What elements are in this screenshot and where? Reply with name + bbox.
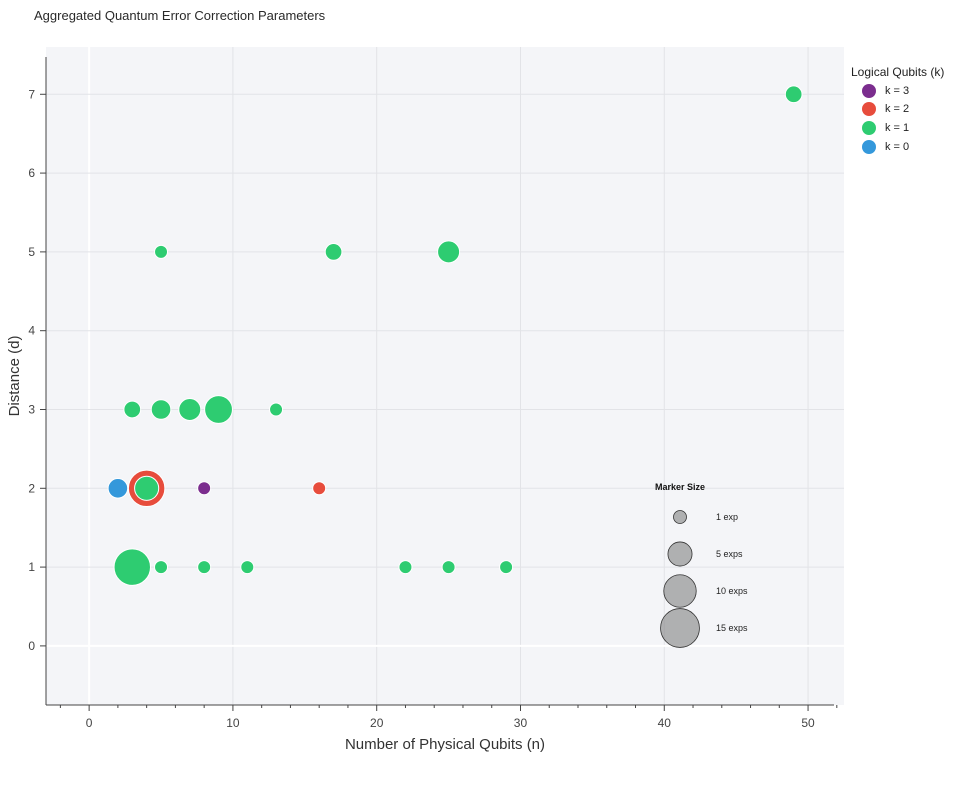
legend-item-k0[interactable]: k = 0 (862, 139, 909, 155)
data-point (197, 481, 212, 496)
y-tick-label: 2 (28, 481, 35, 495)
size-legend-marker (673, 510, 687, 524)
legend-label: k = 2 (885, 103, 910, 115)
legend-label: k = 3 (885, 85, 910, 97)
y-tick-label: 7 (28, 87, 35, 101)
x-tick-label: 40 (658, 716, 672, 730)
legend-item-k2[interactable]: k = 2 (862, 101, 909, 117)
y-tick-label: 0 (28, 639, 35, 653)
data-point (204, 395, 233, 424)
y-axis-label: Distance (d) (6, 336, 23, 417)
y-tick-label: 3 (28, 402, 35, 416)
legend-swatch (862, 121, 876, 135)
data-point (113, 548, 151, 586)
size-legend-label: 10 exps (716, 586, 748, 596)
x-tick-label: 10 (226, 716, 240, 730)
data-point (134, 475, 160, 501)
plot-area (46, 47, 844, 705)
data-point (197, 560, 212, 575)
data-point (398, 560, 413, 575)
legend-item-k1[interactable]: k = 1 (862, 120, 909, 136)
data-point (324, 243, 343, 261)
legend-label: k = 0 (885, 141, 910, 153)
data-point (154, 244, 169, 259)
data-point (441, 560, 456, 575)
data-point (154, 560, 169, 575)
size-legend-marker (667, 541, 693, 567)
data-point (150, 399, 172, 420)
data-point (269, 402, 284, 417)
legend-item-k3[interactable]: k = 3 (862, 83, 909, 99)
size-legend-marker (660, 608, 700, 648)
data-point (784, 85, 803, 104)
legend-title: Logical Qubits (k) (851, 65, 945, 79)
legend-swatch (862, 140, 876, 154)
data-point (240, 560, 255, 575)
size-legend-title: Marker Size (655, 482, 705, 492)
y-tick-label: 4 (28, 324, 35, 338)
size-legend-label: 1 exp (716, 512, 738, 522)
size-legend-label: 15 exps (716, 623, 748, 633)
legend-label: k = 1 (885, 122, 910, 134)
data-point (178, 397, 202, 421)
y-tick-label: 6 (28, 166, 35, 180)
legend-swatch (862, 102, 876, 116)
data-point (107, 477, 129, 499)
x-tick-label: 30 (514, 716, 528, 730)
size-legend-marker (663, 574, 697, 608)
x-tick-label: 0 (86, 716, 93, 730)
y-tick-label: 1 (28, 560, 35, 574)
size-legend-label: 5 exps (716, 549, 743, 559)
x-axis-label: Number of Physical Qubits (n) (345, 736, 545, 753)
chart-title: Aggregated Quantum Error Correction Para… (34, 8, 326, 23)
data-point (123, 400, 142, 419)
data-point (499, 560, 514, 575)
data-point (312, 481, 327, 496)
y-tick-label: 5 (28, 245, 35, 259)
data-point (437, 240, 461, 264)
x-tick-label: 50 (801, 716, 815, 730)
x-tick-label: 20 (370, 716, 384, 730)
legend-swatch (862, 84, 876, 98)
